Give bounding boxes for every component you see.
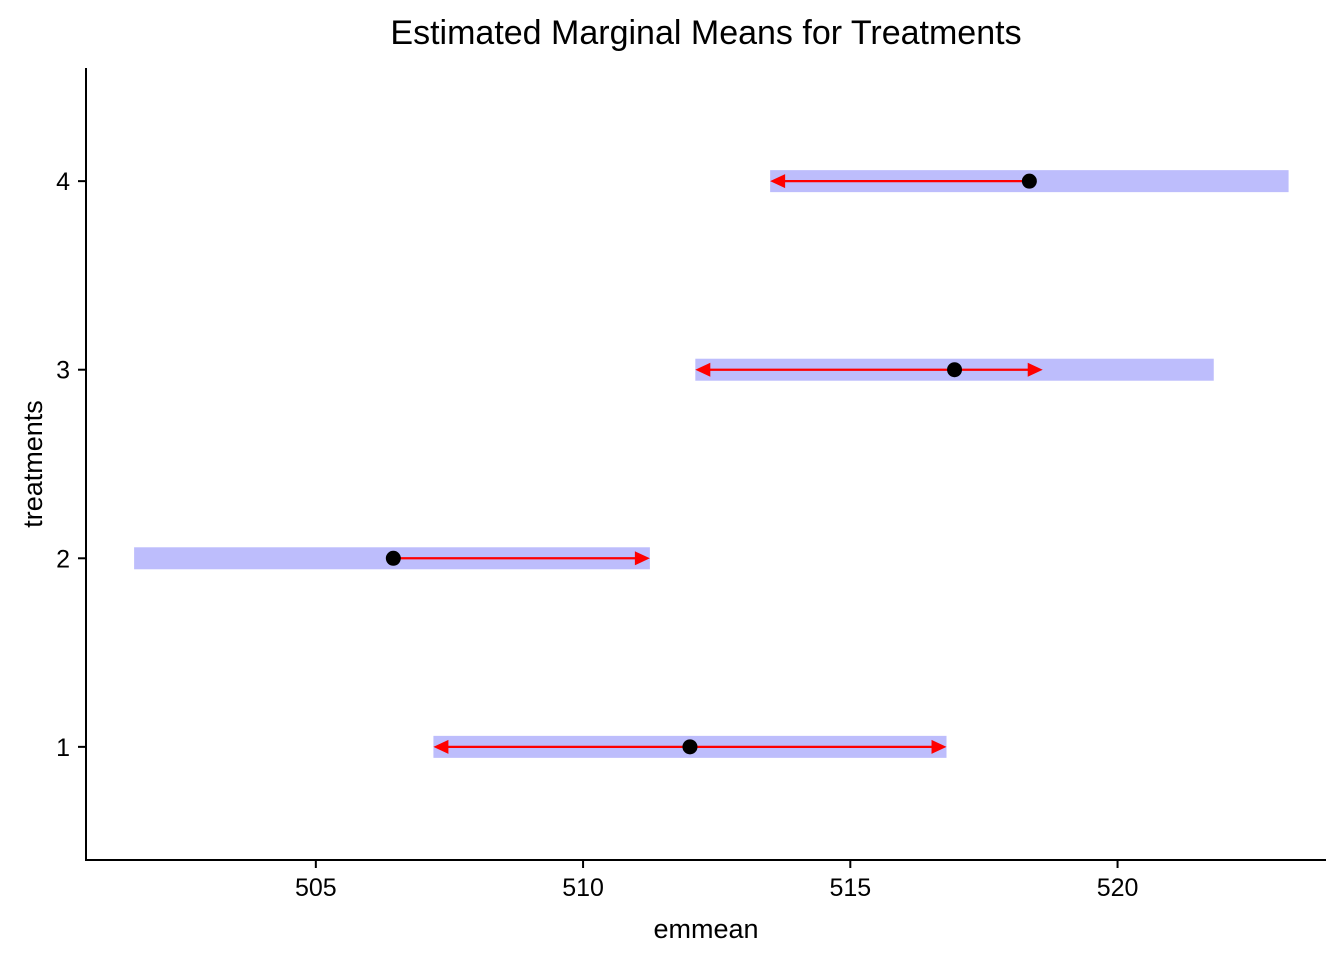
comparison-arrows: [393, 174, 1043, 754]
confidence-bands: [134, 170, 1289, 758]
mean-points: [385, 173, 1037, 755]
mean-point-treatment-2: [385, 550, 401, 566]
y-axis-ticks: 1 2 3 4: [56, 168, 86, 762]
x-tick-label-505: 505: [295, 874, 337, 902]
mean-point-treatment-1: [682, 739, 698, 755]
x-axis-ticks: 505 510 515 520: [295, 860, 1138, 902]
y-tick-label-3: 3: [56, 357, 70, 385]
arrow-right-head-treatment-1: [931, 739, 947, 754]
y-tick-label-1: 1: [56, 734, 70, 762]
arrow-right-head-treatment-2: [634, 551, 650, 566]
y-tick-label-4: 4: [56, 168, 70, 196]
mean-point-treatment-4: [1021, 173, 1037, 189]
chart-title: Estimated Marginal Means for Treatments: [390, 14, 1021, 52]
x-axis-title: emmean: [653, 914, 758, 944]
x-tick-label-520: 520: [1097, 874, 1139, 902]
y-tick-label-2: 2: [56, 545, 70, 573]
y-axis-title: treatments: [18, 400, 48, 528]
arrow-left-head-treatment-1: [433, 739, 449, 754]
x-tick-label-510: 510: [562, 874, 604, 902]
x-tick-label-515: 515: [829, 874, 871, 902]
arrow-left-head-treatment-4: [770, 174, 786, 189]
arrow-right-head-treatment-3: [1027, 362, 1043, 377]
mean-point-treatment-3: [947, 362, 963, 378]
arrow-left-head-treatment-3: [695, 362, 711, 377]
